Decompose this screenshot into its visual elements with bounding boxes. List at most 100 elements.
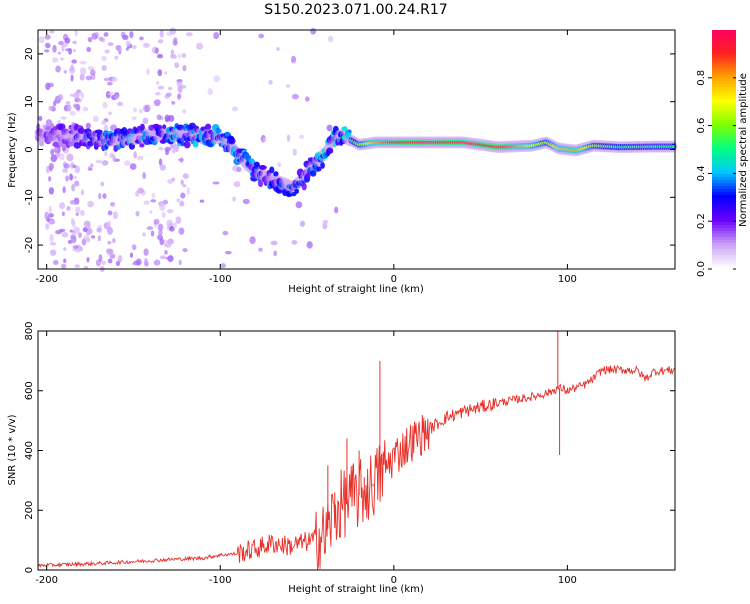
spectrogram-noise-blob — [86, 256, 90, 263]
colorbar-segment — [712, 191, 736, 195]
spectrogram-noise-blob — [299, 220, 306, 227]
spectrogram-noise-blob — [95, 159, 103, 164]
spectrogram-noise-blob — [98, 36, 104, 42]
spectrogram-noise-blob — [112, 154, 116, 163]
spectrogram-noise-blob — [196, 42, 204, 50]
colorbar-segment — [712, 260, 736, 264]
spectrogram-noise-blob — [107, 42, 114, 47]
spectrogram-noise-blob — [48, 176, 52, 182]
spectrogram-noise-blob — [169, 226, 175, 232]
spectrogram-noise-blob — [157, 69, 163, 77]
colorbar-segment — [712, 89, 736, 94]
spectrogram-noise-blob — [101, 55, 107, 62]
spectrogram-noise-blob — [64, 37, 71, 44]
spectrogram-noise-blob — [121, 34, 129, 40]
spectrogram-noise-blob — [100, 181, 105, 187]
spectrogram-noise-blob — [104, 151, 108, 156]
colorbar-segment — [712, 266, 736, 270]
snr-plot-area — [38, 331, 675, 570]
colorbar-segment — [712, 134, 736, 139]
spectrogram-noise-blob — [103, 32, 109, 37]
spectrogram-noise-blob — [78, 98, 82, 103]
spectrogram-noise-blob — [66, 153, 74, 162]
colorbar-segment — [712, 164, 736, 169]
spectrogram-noise-blob — [150, 199, 157, 203]
spectrogram-noise-blob — [101, 160, 109, 166]
spectrogram-noise-blob — [61, 232, 69, 238]
spectrogram-noise-blob — [125, 47, 129, 51]
spectrogram-noise-blob — [292, 148, 297, 156]
colorbar-segment — [712, 47, 736, 52]
spectrogram-blob — [310, 170, 317, 177]
colorbar-tick-label: 0.8 — [696, 70, 707, 86]
spectrogram-noise-blob — [69, 173, 73, 181]
spectrogram-noise-blob — [327, 35, 334, 43]
spectrogram-noise-blob — [182, 109, 187, 114]
colorbar-segment — [712, 248, 736, 252]
spectrogram-noise-blob — [164, 71, 168, 75]
spectrogram-noise-blob — [151, 192, 156, 199]
spectrogram-noise-blob — [182, 173, 189, 180]
colorbar-segment — [712, 236, 736, 240]
spectrogram-noise-blob — [295, 201, 303, 209]
spectrogram-noise-blob — [57, 94, 64, 101]
spectrogram-noise-blob — [159, 29, 164, 38]
spectrogram-noise-blob — [52, 44, 57, 53]
spectrogram-noise-blob — [277, 162, 282, 168]
spectrogram-noise-blob — [212, 181, 220, 185]
colorbar-segment — [712, 50, 736, 55]
snr-ylabel: SNR (10 * v/v) — [7, 414, 18, 485]
spectrogram-noise-blob — [98, 254, 103, 263]
spectrogram-noise-blob — [57, 51, 62, 55]
spectrogram-noise-blob — [73, 91, 80, 100]
spectrogram-noise-blob — [69, 110, 77, 116]
colorbar-segment — [712, 35, 736, 40]
spectrogram-noise-blob — [164, 250, 168, 255]
spectrogram-ylabel: Frequency (Hz) — [7, 112, 18, 188]
spectrogram-noise-blob — [87, 66, 95, 71]
colorbar-segment — [712, 245, 736, 249]
snr-xtick-label: 0 — [391, 575, 397, 586]
colorbar-tick-label: 0.6 — [696, 118, 707, 134]
spectrogram-noise-blob — [55, 65, 61, 73]
spectrogram-ytick-label: 20 — [24, 48, 35, 61]
colorbar-segment — [712, 59, 736, 64]
colorbar-segment — [712, 188, 736, 192]
spectrogram-noise-blob — [133, 107, 137, 113]
colorbar-segment — [712, 215, 736, 219]
colorbar-segment — [712, 74, 736, 79]
colorbar-segment — [712, 113, 736, 118]
spectrogram-noise-blob — [186, 187, 190, 196]
colorbar-segment — [712, 56, 736, 61]
spectrogram-noise-blob — [164, 117, 170, 123]
spectrogram-ytick-label: 0 — [24, 146, 35, 152]
figure-title: S150.2023.071.00.24.R17 — [264, 2, 447, 18]
spectrogram-noise-blob — [286, 84, 290, 88]
spectrogram-blob — [228, 137, 236, 145]
spectrogram-noise-blob — [117, 101, 124, 107]
snr-ticks: -200 -100 0 100 0 200 400 600 800 — [24, 321, 675, 586]
spectrogram-noise-blob — [231, 106, 238, 112]
spectrogram-noise-blob — [213, 75, 221, 83]
spectrogram-noise-blob — [92, 115, 99, 122]
spectrogram-noise-blob — [117, 254, 123, 263]
spectrogram-noise-blob — [48, 219, 56, 225]
spectrogram-noise-blob — [66, 206, 71, 211]
colorbar-segment — [712, 140, 736, 145]
colorbar-segment — [712, 131, 736, 136]
colorbar-ticks: 0.0 0.2 0.4 0.6 0.8 — [696, 70, 736, 277]
colorbar-segment — [712, 110, 736, 115]
spectrogram-noise-blob — [172, 222, 177, 228]
spectrogram-noise-blob — [174, 62, 180, 69]
spectrogram-noise-blob — [75, 226, 80, 234]
spectrogram-noise-blob — [161, 211, 166, 218]
colorbar-segment — [712, 251, 736, 255]
spectrogram-noise-blob — [263, 138, 267, 142]
spectrogram-blob — [269, 166, 275, 174]
spectrogram-noise-blob — [159, 238, 165, 246]
spectrogram-noise-blob — [87, 166, 91, 170]
colorbar-segment — [712, 233, 736, 237]
snr-panel: -200 -100 0 100 0 200 400 600 800 Height of stra… — [7, 321, 676, 595]
